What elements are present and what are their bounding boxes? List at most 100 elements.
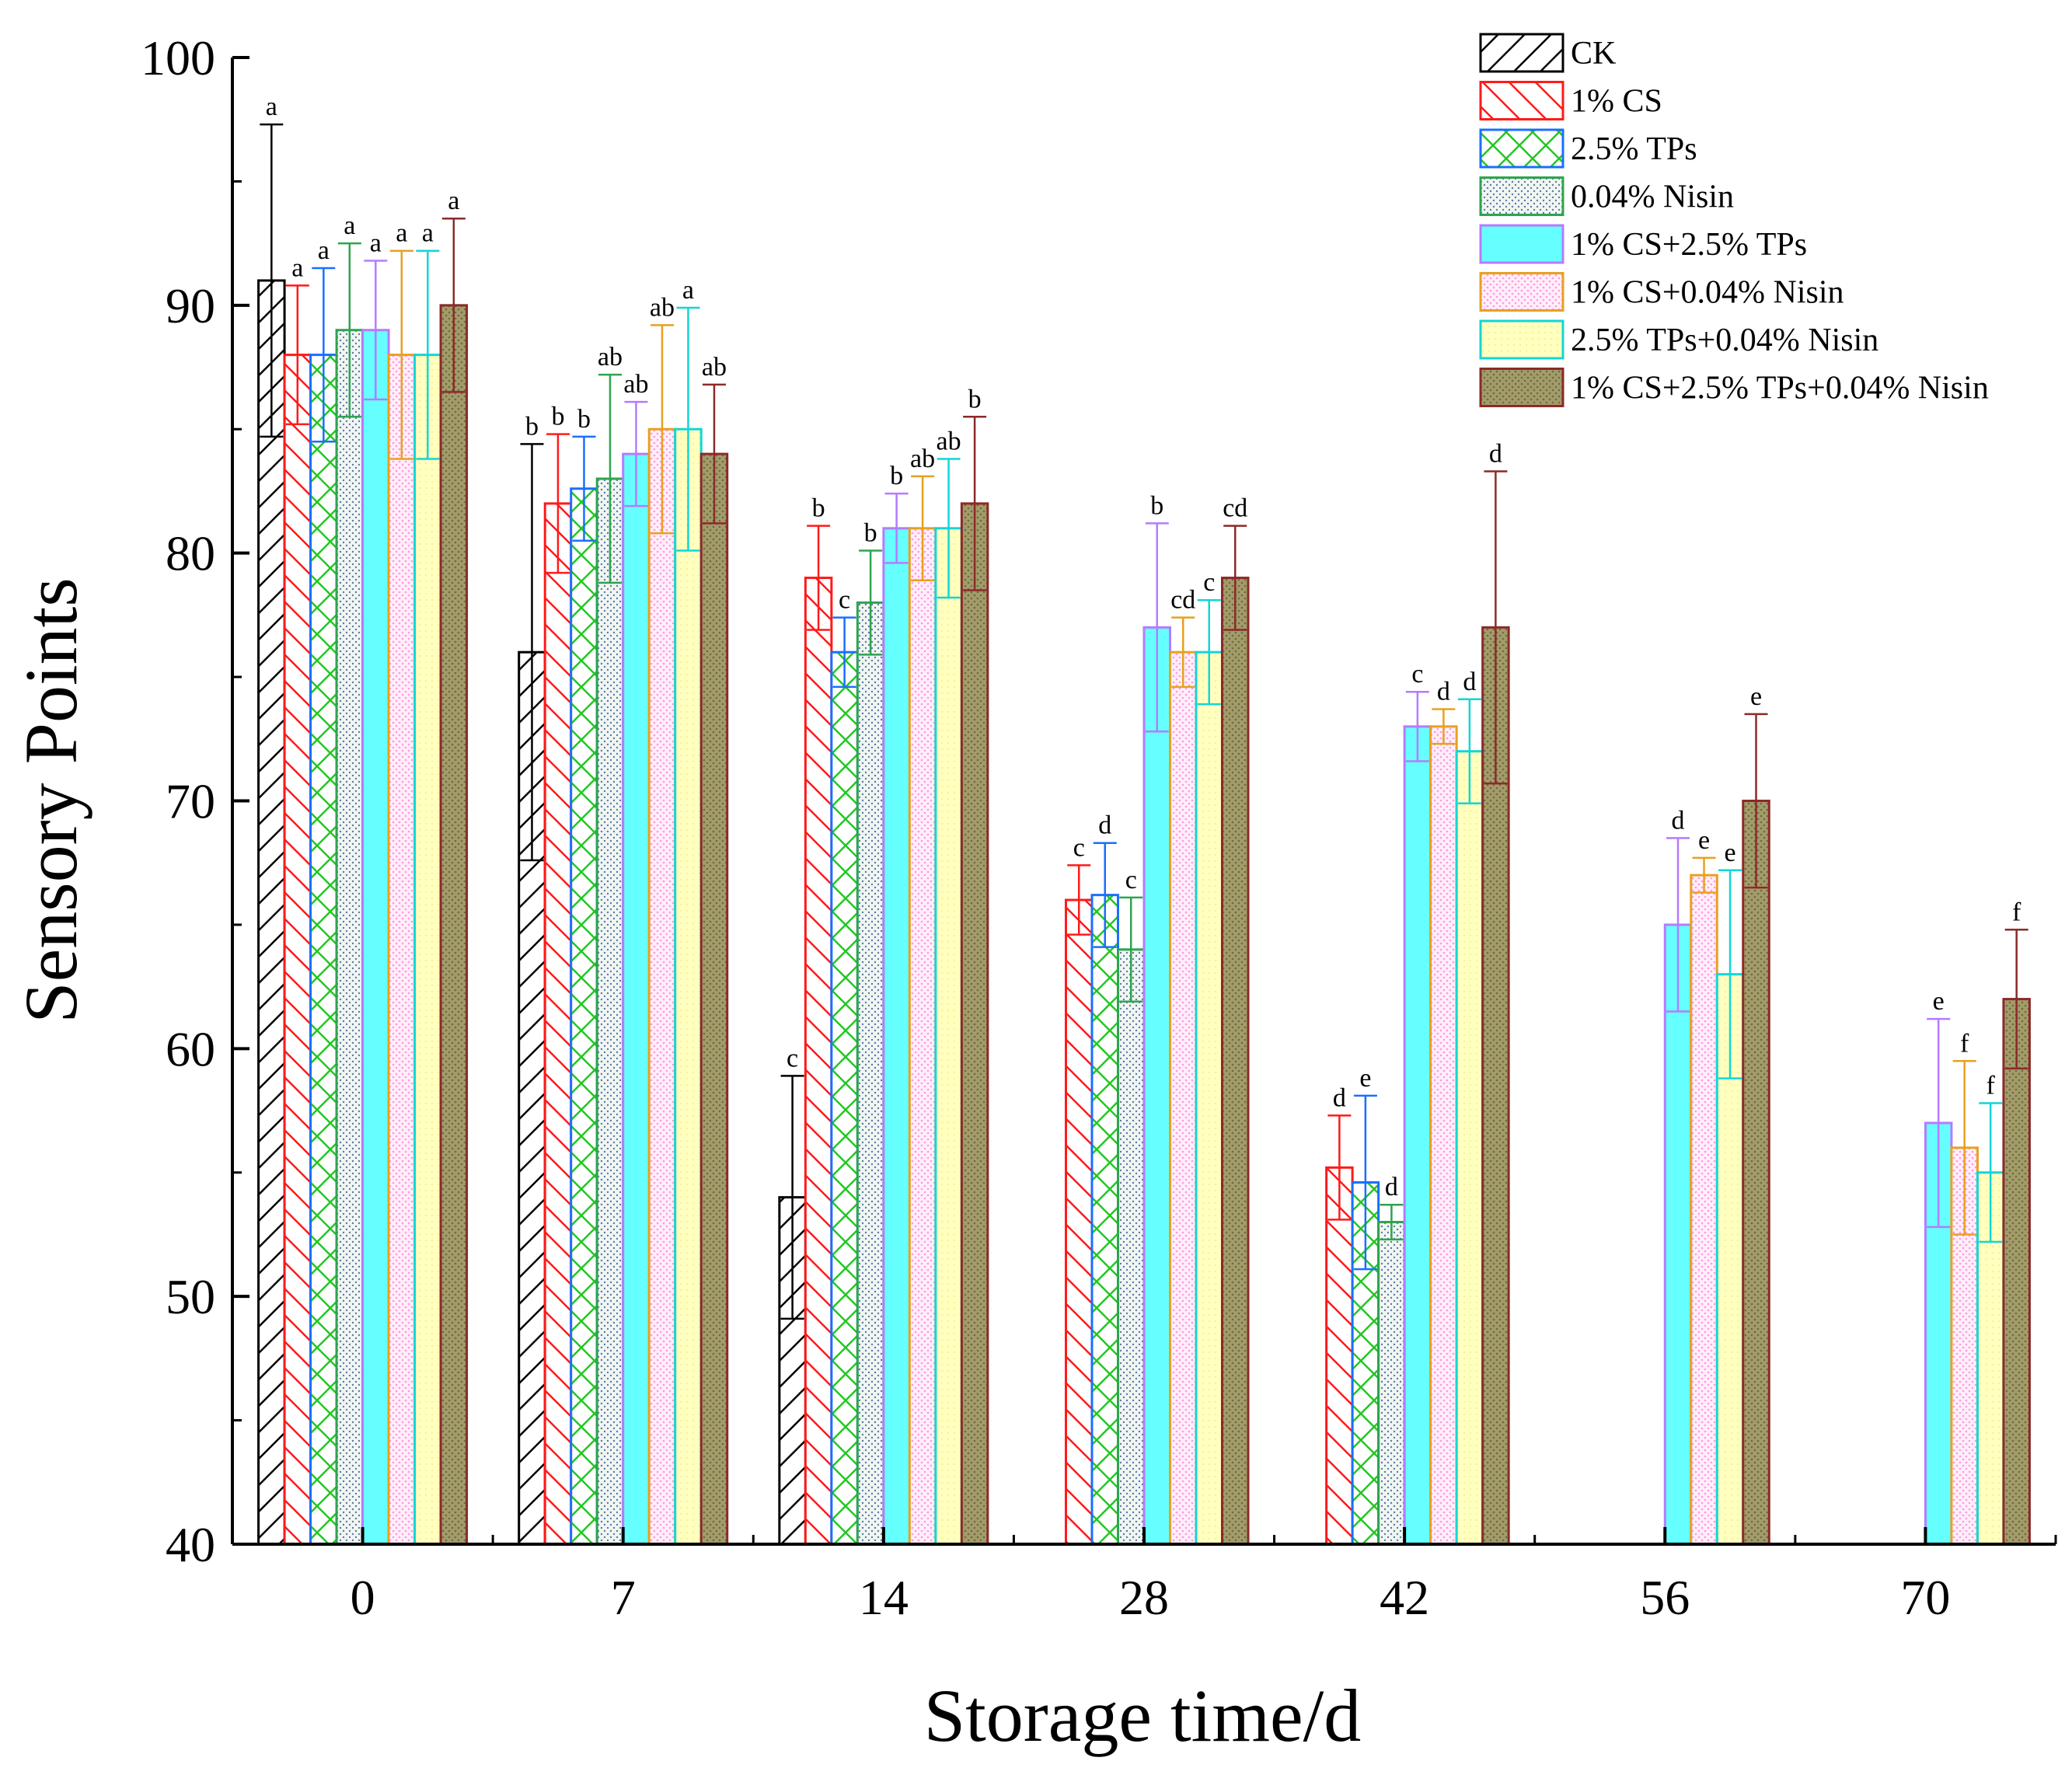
significance-letter: a	[266, 92, 277, 121]
significance-letter: f	[1960, 1029, 1969, 1058]
legend-label: 1% CS+2.5% TPs+0.04% Nisin	[1571, 371, 1989, 406]
bar	[570, 487, 598, 1546]
significance-letter: a	[344, 211, 355, 240]
legend-swatch	[1479, 224, 1564, 264]
legend-label: CK	[1571, 36, 1616, 71]
bar	[1169, 650, 1198, 1546]
significance-letter: e	[1750, 682, 1762, 711]
significance-letter: b	[1150, 491, 1163, 520]
bar	[595, 477, 625, 1546]
significance-letter: c	[1411, 660, 1423, 689]
legend-label: 1% CS+0.04% Nisin	[1571, 275, 1844, 311]
significance-letter: c	[839, 586, 850, 615]
legend-swatch	[1479, 128, 1564, 169]
x-ticks: 0 7 14 28 42 56 70	[231, 1527, 2057, 1625]
significance-letter: a	[370, 228, 382, 257]
y-tick-label: 80	[166, 526, 215, 581]
bar	[674, 427, 703, 1546]
legend: CK 1% CS 2.5% TPs 0.04% Nisin 1% CS+2.5% TPs…	[1479, 33, 1989, 407]
bar	[257, 279, 286, 1546]
legend-label: 1% CS+2.5% TPs	[1571, 227, 1807, 263]
bar	[699, 452, 729, 1546]
bars	[257, 279, 2031, 1546]
bar	[1090, 894, 1119, 1546]
error-bars	[260, 123, 2028, 1320]
significance-letter: e	[1724, 839, 1735, 867]
significance-letter: d	[1672, 806, 1685, 835]
x-tick-label: 0	[351, 1570, 375, 1625]
significance-letter: e	[1698, 826, 1710, 855]
significance-letter: c	[1203, 568, 1215, 597]
legend-swatch	[1479, 368, 1564, 407]
significance-letter: a	[448, 187, 459, 215]
significance-letter: f	[1987, 1071, 1996, 1100]
significance-letter: b	[812, 494, 825, 523]
significance-letter: ab	[702, 353, 727, 382]
bar	[439, 304, 469, 1546]
bar	[1429, 725, 1458, 1546]
legend-swatch	[1479, 81, 1564, 120]
x-tick-label: 28	[1119, 1570, 1169, 1625]
significance-letter: ab	[598, 343, 623, 371]
bar	[1455, 750, 1484, 1546]
bar	[856, 601, 885, 1546]
significance-letter: b	[890, 462, 903, 490]
legend-swatch	[1479, 176, 1564, 216]
significance-letter: cd	[1223, 494, 1247, 523]
x-axis-title: Storage time/d	[924, 1674, 1362, 1757]
bar	[1065, 898, 1094, 1546]
bar	[1221, 577, 1250, 1546]
bar	[908, 527, 937, 1546]
legend-label: 2.5% TPs+0.04% Nisin	[1571, 323, 1878, 358]
significance-letter: d	[1463, 668, 1476, 696]
bar	[882, 527, 911, 1546]
bar	[283, 354, 312, 1546]
significance-letter: b	[864, 518, 877, 547]
x-tick-label: 7	[611, 1570, 636, 1625]
bar	[830, 650, 859, 1546]
x-tick-label: 14	[859, 1570, 909, 1625]
bar	[413, 354, 442, 1546]
legend-label: 0.04% Nisin	[1571, 180, 1734, 215]
bar	[387, 354, 417, 1546]
bar	[2002, 998, 2031, 1546]
significance-letter: b	[968, 385, 982, 413]
x-tick-label: 56	[1640, 1570, 1690, 1625]
bar	[647, 427, 677, 1546]
significance-letter: a	[396, 219, 407, 248]
y-ticks: 40 50 60 70 80 90 100	[141, 30, 249, 1572]
legend-swatch	[1479, 319, 1564, 360]
significance-letter: a	[318, 236, 330, 265]
y-tick-label: 70	[166, 774, 215, 829]
significance-letter: b	[551, 403, 564, 431]
bar	[934, 527, 963, 1546]
significance-letters: abcabbcdabcdeaabbcdaabbbcdeaababcddefaaa…	[266, 92, 2021, 1201]
bar	[1663, 923, 1693, 1546]
bar	[1325, 1166, 1354, 1546]
x-tick-label: 42	[1380, 1570, 1429, 1625]
legend-swatch	[1479, 33, 1564, 73]
bar	[309, 354, 338, 1546]
bar	[543, 502, 573, 1546]
bar	[960, 502, 989, 1546]
significance-letter: a	[422, 219, 434, 248]
significance-letter: a	[682, 276, 694, 305]
y-tick-label: 50	[166, 1269, 215, 1324]
legend-label: 2.5% TPs	[1571, 131, 1697, 167]
significance-letter: d	[1437, 678, 1450, 706]
significance-letter: c	[787, 1044, 798, 1072]
significance-letter: ab	[937, 427, 961, 456]
bar	[1195, 650, 1223, 1546]
bar	[335, 329, 365, 1546]
significance-letter: b	[577, 405, 591, 434]
bar	[1142, 626, 1171, 1546]
bar	[804, 577, 833, 1546]
y-axis-title: Sensory Points	[9, 577, 92, 1023]
significance-letter: b	[525, 412, 539, 441]
bar	[361, 329, 390, 1546]
bar	[622, 452, 651, 1546]
y-tick-label: 90	[166, 278, 215, 333]
significance-letter: d	[1489, 439, 1502, 468]
bar	[1403, 725, 1432, 1546]
